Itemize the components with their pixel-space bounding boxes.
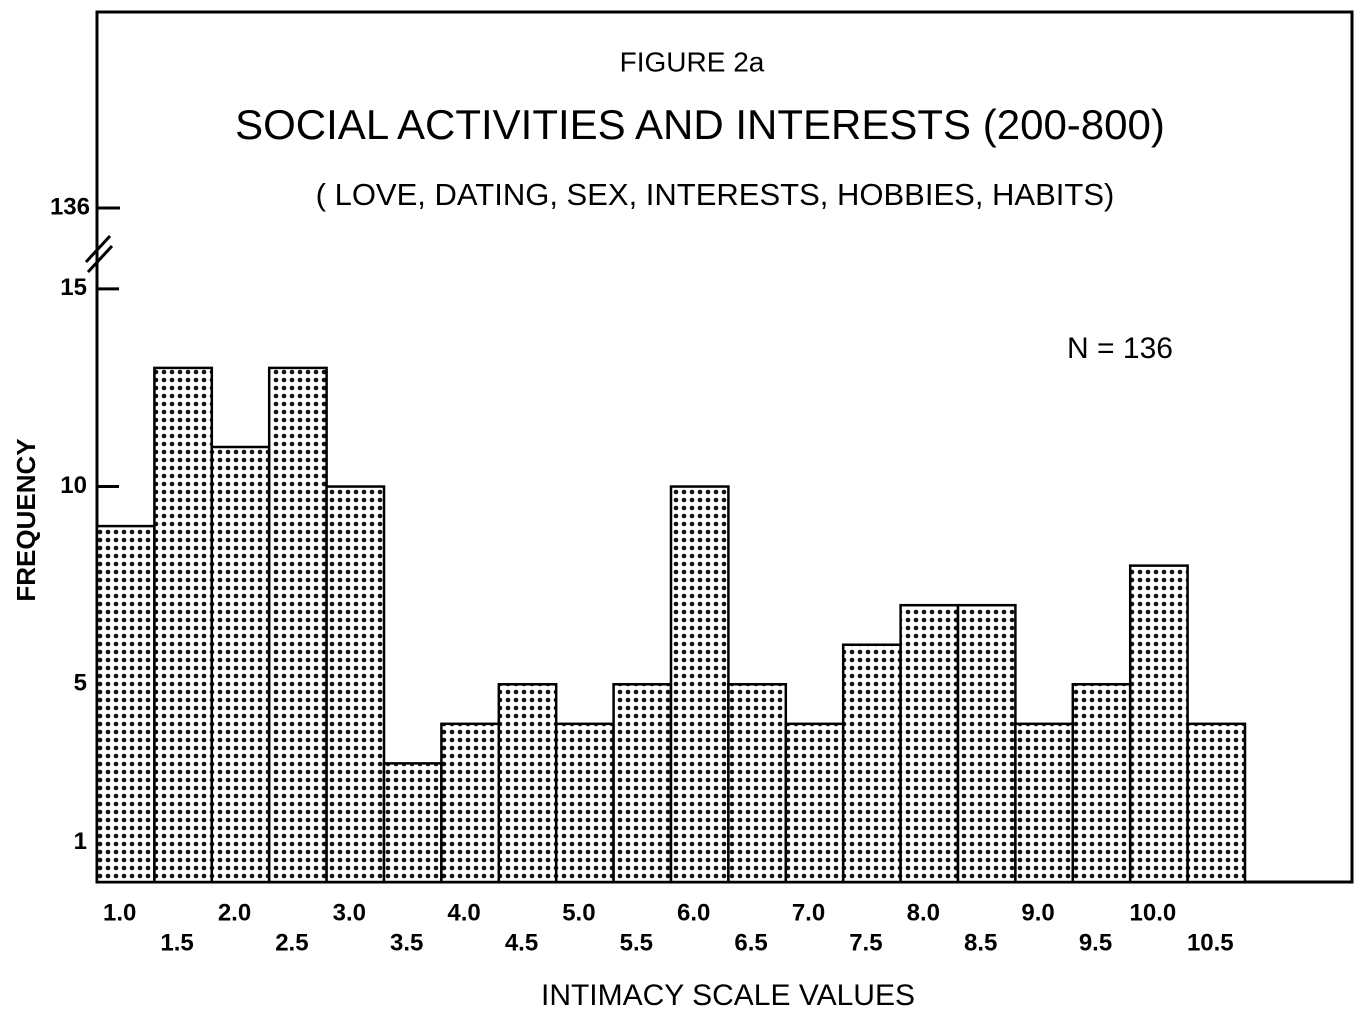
x-tick-label: 9.0 — [1021, 899, 1054, 926]
y-axis-label: FREQUENCY — [11, 438, 41, 601]
x-tick-label: 9.5 — [1079, 929, 1112, 956]
bar — [497, 683, 558, 884]
y-tick-label: 10 — [60, 472, 87, 499]
x-tick-label: 4.0 — [447, 899, 480, 926]
bar — [382, 762, 443, 884]
bar — [1128, 564, 1189, 884]
x-tick-label: 10.0 — [1130, 899, 1177, 926]
bar — [784, 722, 845, 884]
bar — [899, 603, 960, 884]
y-tick-label: 15 — [60, 274, 87, 301]
bar — [153, 366, 214, 884]
x-tick-label: 8.0 — [907, 899, 940, 926]
bar — [267, 366, 328, 884]
x-tick-label: 1.0 — [103, 899, 136, 926]
bar — [1071, 683, 1132, 884]
x-tick-label: 5.5 — [620, 929, 653, 956]
chart-subtitle: ( LOVE, DATING, SEX, INTERESTS, HOBBIES,… — [316, 177, 1115, 212]
bar — [210, 445, 271, 884]
bar — [440, 722, 501, 884]
x-tick-label: 8.5 — [964, 929, 997, 956]
x-tick-label: 7.5 — [849, 929, 882, 956]
annotation: N = 136 — [1067, 332, 1173, 365]
bar — [554, 722, 615, 884]
x-tick-label: 7.0 — [792, 899, 825, 926]
bar — [1014, 722, 1075, 884]
bar — [612, 683, 673, 884]
x-tick-label: 1.5 — [160, 929, 193, 956]
figure-label: FIGURE 2a — [620, 46, 765, 77]
x-tick-label: 3.5 — [390, 929, 423, 956]
bar — [669, 485, 730, 884]
y-tick-label: 1 — [74, 828, 87, 855]
y-tick-label: 5 — [74, 670, 87, 697]
bar — [956, 603, 1017, 884]
x-tick-label: 2.5 — [275, 929, 308, 956]
x-tick-label: 5.0 — [562, 899, 595, 926]
x-tick-label: 6.0 — [677, 899, 710, 926]
bar — [727, 683, 788, 884]
bar — [841, 643, 902, 884]
chart-title: SOCIAL ACTIVITIES AND INTERESTS (200-800… — [235, 101, 1165, 148]
x-tick-label: 10.5 — [1187, 929, 1234, 956]
x-axis-label: INTIMACY SCALE VALUES — [541, 979, 915, 1012]
x-tick-label: 2.0 — [218, 899, 251, 926]
y-break-tick-label: 136 — [50, 193, 90, 220]
bar — [95, 524, 156, 884]
axis-break — [84, 234, 114, 274]
x-tick-label: 6.5 — [734, 929, 767, 956]
bar — [1186, 722, 1247, 884]
bar — [325, 485, 386, 884]
x-tick-label: 4.5 — [505, 929, 538, 956]
x-tick-label: 3.0 — [333, 899, 366, 926]
